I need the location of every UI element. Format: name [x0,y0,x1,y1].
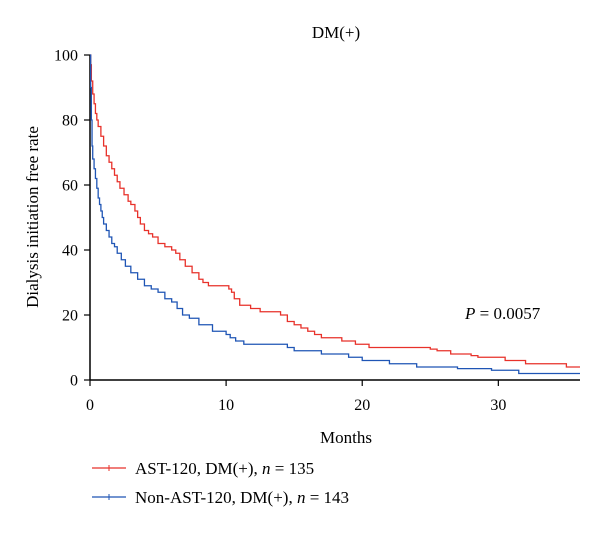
series-layer [90,54,580,375]
y-axis-title: Dialysis initiation free rate [23,126,42,308]
legend-label-ast120: AST-120, DM(+), n = 135 [135,459,314,478]
p-value: = 0.0057 [475,304,540,323]
y-tick-label: 20 [62,308,78,325]
legend: AST-120, DM(+), n = 135 Non-AST-120, DM(… [92,459,349,507]
axes: 0 20 40 60 80 100 0 10 20 30 [54,48,580,414]
y-tick-label: 80 [62,113,78,130]
y-tick-label: 40 [62,243,78,260]
x-tick-label: 20 [354,397,370,414]
chart-title: DM(+) [312,23,360,42]
p-value-annotation: P = 0.0057 [464,304,541,323]
series-line-non-ast120 [90,54,580,375]
y-tick-label: 60 [62,178,78,195]
x-tick-label: 0 [86,397,94,414]
y-tick-label: 100 [54,48,78,65]
x-axis-title: Months [320,428,372,447]
legend-item-non-ast120: Non-AST-120, DM(+), n = 143 [92,488,349,507]
p-symbol: P [464,304,475,323]
legend-item-ast120: AST-120, DM(+), n = 135 [92,459,314,478]
series-line-ast120 [90,54,580,368]
y-tick-label: 0 [70,373,78,390]
x-tick-label: 30 [490,397,506,414]
legend-label-non-ast120: Non-AST-120, DM(+), n = 143 [135,488,349,507]
x-tick-label: 10 [218,397,234,414]
